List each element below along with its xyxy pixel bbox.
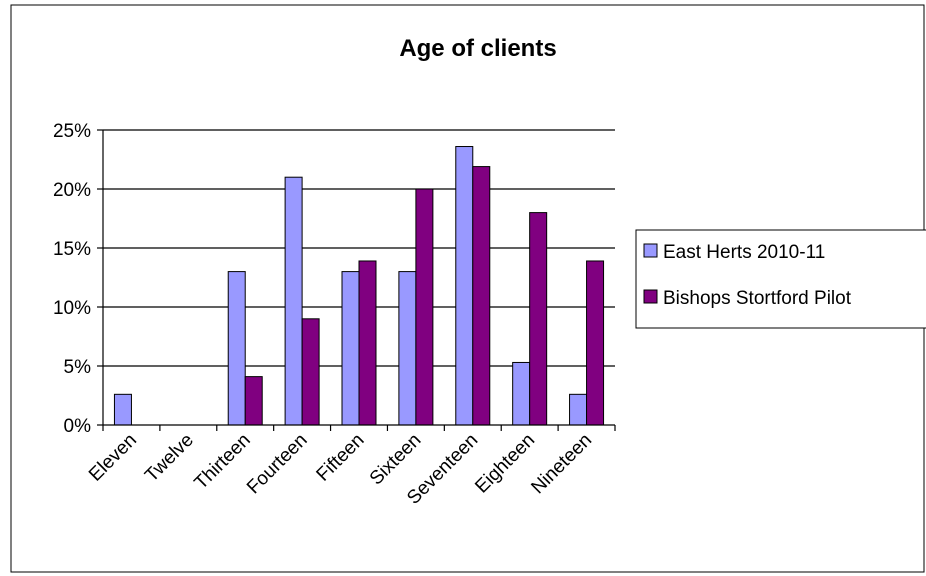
- chart-title: Age of clients: [399, 35, 556, 62]
- bar: [529, 212, 548, 426]
- y-tick-label: 0%: [64, 416, 92, 437]
- bar: [227, 271, 246, 426]
- bar: [569, 393, 588, 426]
- bar: [512, 361, 531, 426]
- bar: [415, 188, 434, 426]
- bar: [586, 260, 605, 426]
- legend-box: [635, 229, 926, 329]
- legend: East Herts 2010-11 Bishops Stortford Pilo…: [635, 229, 926, 329]
- bar: [113, 393, 132, 426]
- bar: [244, 376, 263, 426]
- y-tick-label: 25%: [53, 121, 91, 142]
- bar: [455, 146, 474, 426]
- y-tick-label: 5%: [64, 357, 92, 378]
- y-tick-label: 10%: [53, 298, 91, 319]
- bar: [398, 271, 417, 426]
- legend-label: Bishops Stortford Pilot: [663, 288, 852, 309]
- y-tick-label: 15%: [53, 239, 91, 260]
- bar: [301, 318, 320, 426]
- bar: [341, 271, 360, 426]
- bars-layer: [113, 146, 605, 426]
- legend-swatch: [643, 243, 658, 258]
- bar: [472, 166, 491, 426]
- legend-label: East Herts 2010-11: [663, 242, 825, 263]
- legend-swatch: [643, 289, 658, 304]
- bar: [358, 260, 377, 426]
- bar: [284, 176, 303, 426]
- y-tick-label: 20%: [53, 180, 91, 201]
